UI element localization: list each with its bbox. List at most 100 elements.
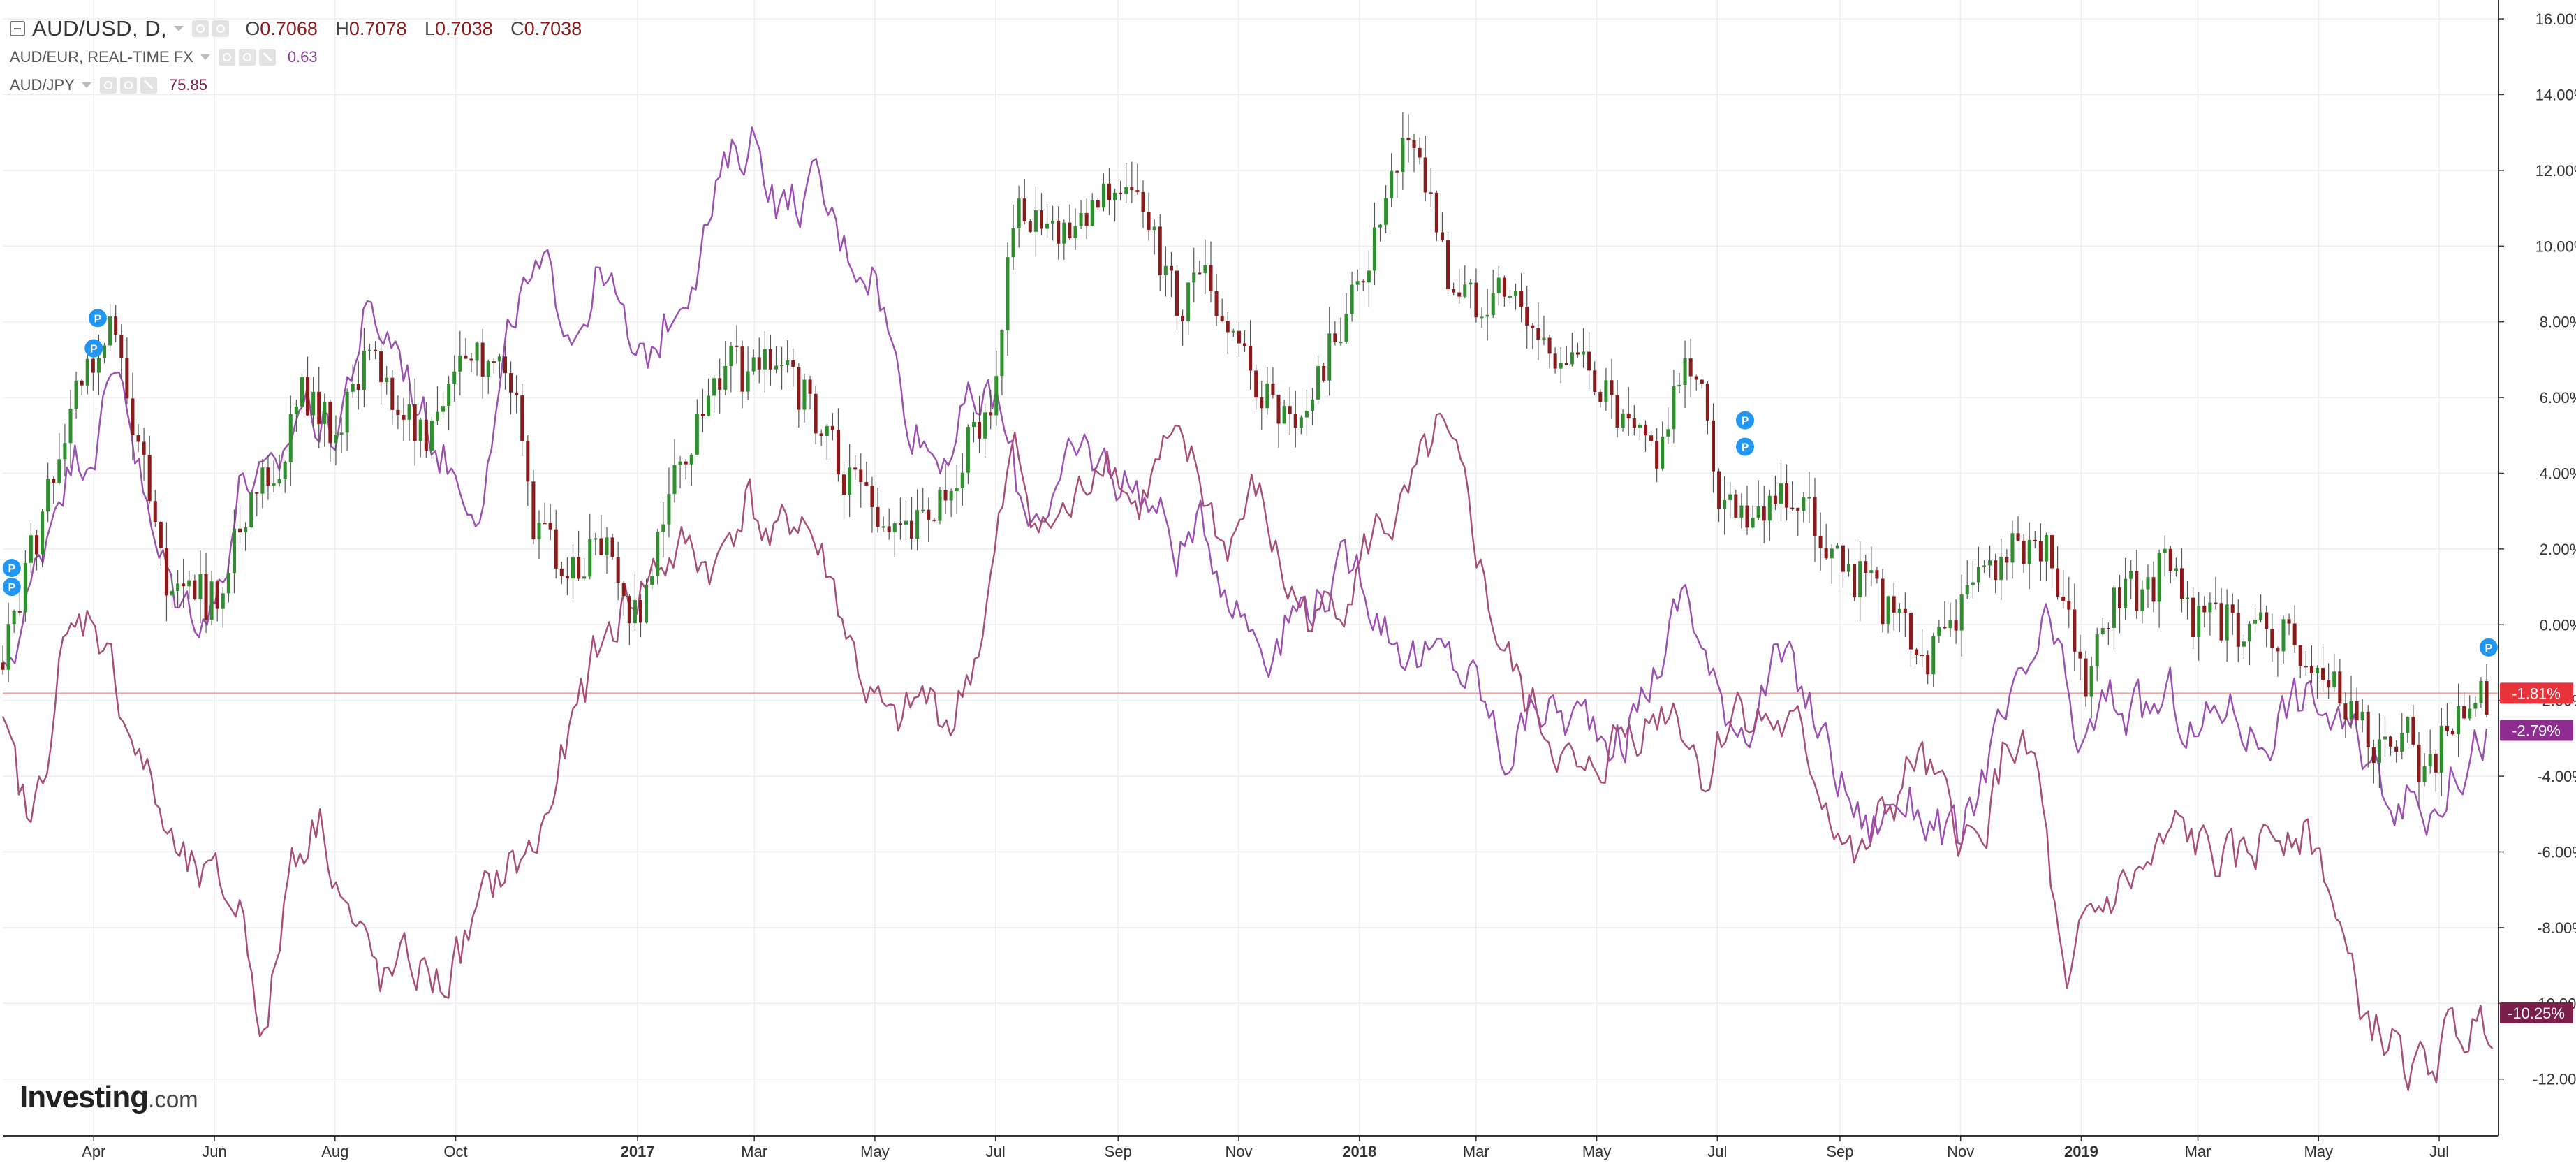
candle-body: [435, 411, 439, 421]
collapse-legend-icon[interactable]: [10, 21, 25, 36]
candle-body: [1846, 564, 1851, 572]
candle-body: [672, 465, 677, 495]
candle-body: [2439, 725, 2443, 773]
candle-body: [2371, 747, 2376, 764]
candle-body: [1593, 370, 1597, 392]
candle-body: [255, 492, 259, 494]
candle-body: [656, 532, 660, 576]
settings-icon[interactable]: [218, 49, 235, 66]
candle-body: [1886, 596, 1890, 625]
candle-body: [1463, 284, 1467, 297]
candle-body: [1231, 330, 1235, 333]
visibility-icon[interactable]: [238, 49, 256, 66]
candle-body: [1615, 395, 1619, 428]
compare-symbol[interactable]: AUD/JPY: [10, 76, 75, 94]
candle-body: [712, 378, 716, 396]
candle-body: [1474, 282, 1478, 318]
close-icon[interactable]: [258, 49, 276, 66]
compare-dropdown-icon[interactable]: [200, 54, 210, 60]
visibility-icon[interactable]: [212, 20, 230, 37]
candle-body: [1598, 391, 1603, 402]
candle-body: [994, 376, 999, 416]
candle-body: [797, 367, 801, 410]
candle-body: [729, 345, 733, 366]
candle-body: [2400, 733, 2404, 752]
compare-dropdown-icon[interactable]: [81, 82, 91, 88]
candle-body: [1959, 594, 1964, 631]
candle-body: [447, 384, 451, 407]
event-marker-icon: [1736, 437, 1755, 456]
candle-body: [1841, 545, 1845, 572]
visibility-icon[interactable]: [119, 77, 137, 94]
candle-body: [1017, 198, 1021, 228]
candle-body: [2219, 603, 2223, 641]
candle-body: [786, 360, 790, 365]
candle-body: [2118, 587, 2122, 609]
candle-body: [661, 524, 665, 532]
candle-body: [277, 479, 281, 484]
candle-body: [1824, 548, 1828, 559]
settings-icon[interactable]: [99, 77, 117, 94]
candle-body: [441, 406, 446, 412]
candle-body: [2360, 711, 2364, 721]
candle-body: [497, 356, 501, 362]
candle-body: [2377, 739, 2381, 764]
candle-body: [1723, 500, 1727, 509]
candle-body: [1908, 613, 1913, 650]
candle-body: [1265, 383, 1269, 409]
candle-body: [356, 384, 360, 390]
candle-body: [763, 349, 767, 370]
candle-body: [1943, 627, 1947, 629]
event-marker-icon: [2, 559, 21, 577]
main-symbol[interactable]: AUD/USD, D,: [32, 16, 168, 41]
candle-body: [1062, 222, 1066, 244]
candle-body: [176, 583, 180, 592]
candle-body: [1130, 187, 1134, 191]
candle-body: [1604, 380, 1608, 402]
candle-body: [1378, 224, 1383, 228]
candle-body: [68, 408, 73, 444]
event-marker-letter: P: [90, 344, 98, 356]
candle-body: [29, 535, 33, 563]
candle-body: [119, 335, 124, 358]
y-tick-label: -6.00%: [2537, 844, 2576, 861]
candle-body: [46, 479, 50, 512]
event-marker-letter: P: [2485, 643, 2493, 655]
candle-body: [34, 535, 39, 555]
candle-body: [283, 462, 287, 480]
candle-body: [1575, 352, 1580, 355]
candle-body: [1694, 376, 1698, 380]
candle-body: [571, 557, 575, 579]
candle-body: [853, 467, 858, 470]
candle-body: [1881, 578, 1885, 625]
candle-body: [2202, 605, 2207, 613]
candle-body: [633, 600, 637, 624]
candle-body: [825, 425, 829, 437]
candle-body: [1728, 494, 1732, 501]
candle-body: [2033, 539, 2037, 541]
candle-body: [1773, 495, 1777, 504]
candle-body: [402, 414, 406, 420]
settings-icon[interactable]: [192, 20, 209, 37]
candle-body: [503, 356, 508, 374]
candle-body: [2434, 754, 2438, 773]
candle-body: [1327, 333, 1332, 381]
candle-body: [1705, 384, 1709, 421]
candle-body: [718, 378, 722, 390]
compare-symbol[interactable]: AUD/EUR, REAL-TIME FX: [10, 48, 193, 66]
candle-body: [1322, 365, 1326, 381]
candle-body: [260, 467, 265, 494]
candle-body: [1401, 138, 1405, 173]
candle-body: [238, 528, 242, 533]
candle-body: [932, 519, 936, 521]
candle-body: [2457, 706, 2461, 735]
candle-body: [577, 557, 581, 579]
high-key: H: [335, 17, 349, 39]
legend-compare-row: AUD/JPY 75.85: [10, 71, 594, 99]
candle-body: [2445, 725, 2449, 731]
candle-body: [2479, 680, 2483, 703]
close-icon[interactable]: [140, 77, 157, 94]
symbol-dropdown-icon[interactable]: [174, 26, 184, 31]
